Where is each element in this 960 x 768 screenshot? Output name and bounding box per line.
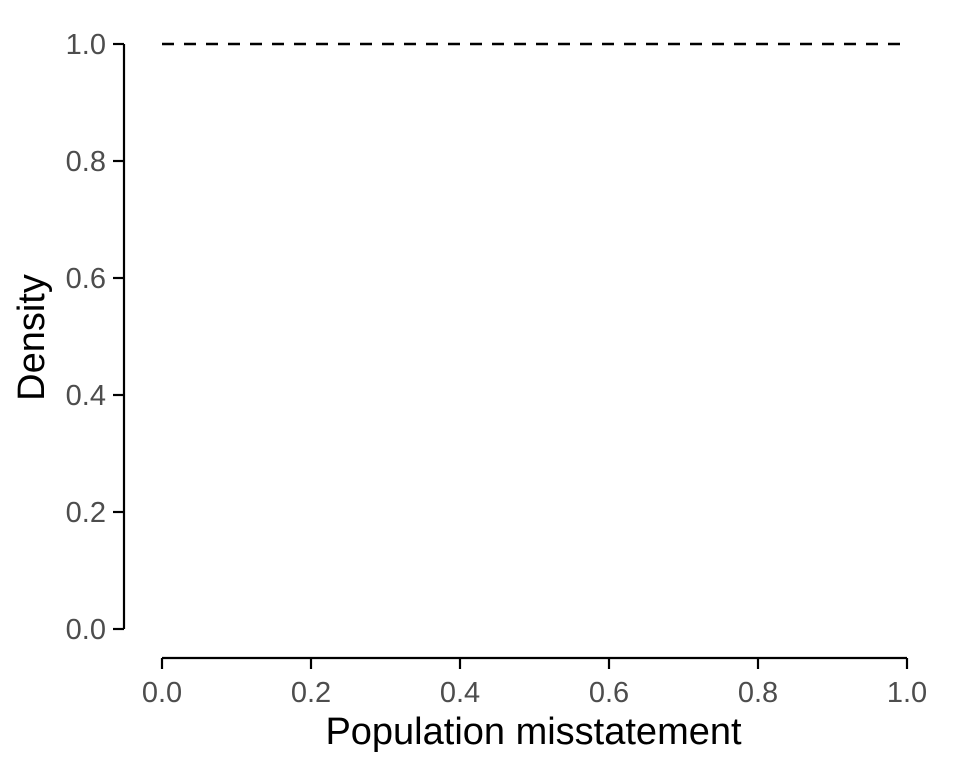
y-tick-label: 0.2	[66, 497, 106, 529]
x-tick-label: 0.6	[589, 677, 629, 709]
y-tick-label: 0.6	[66, 263, 106, 295]
y-tick-label: 0.0	[66, 614, 106, 646]
x-tick-label: 1.0	[887, 677, 927, 709]
y-tick-label: 1.0	[66, 29, 106, 61]
x-axis: 0.0 0.2 0.4 0.6 0.8 1.0	[142, 656, 927, 709]
x-tick-label: 0.4	[440, 677, 480, 709]
y-tick-label: 0.8	[66, 146, 106, 178]
x-tick-label: 0.2	[291, 677, 331, 709]
y-tick-label: 0.4	[66, 380, 106, 412]
x-tick-label: 0.8	[738, 677, 778, 709]
x-tick-label: 0.0	[142, 677, 182, 709]
y-axis-title: Density	[11, 274, 53, 401]
x-axis-title: Population misstatement	[325, 711, 742, 753]
y-axis: 0.0 0.2 0.4 0.6 0.8 1.0	[66, 29, 126, 646]
